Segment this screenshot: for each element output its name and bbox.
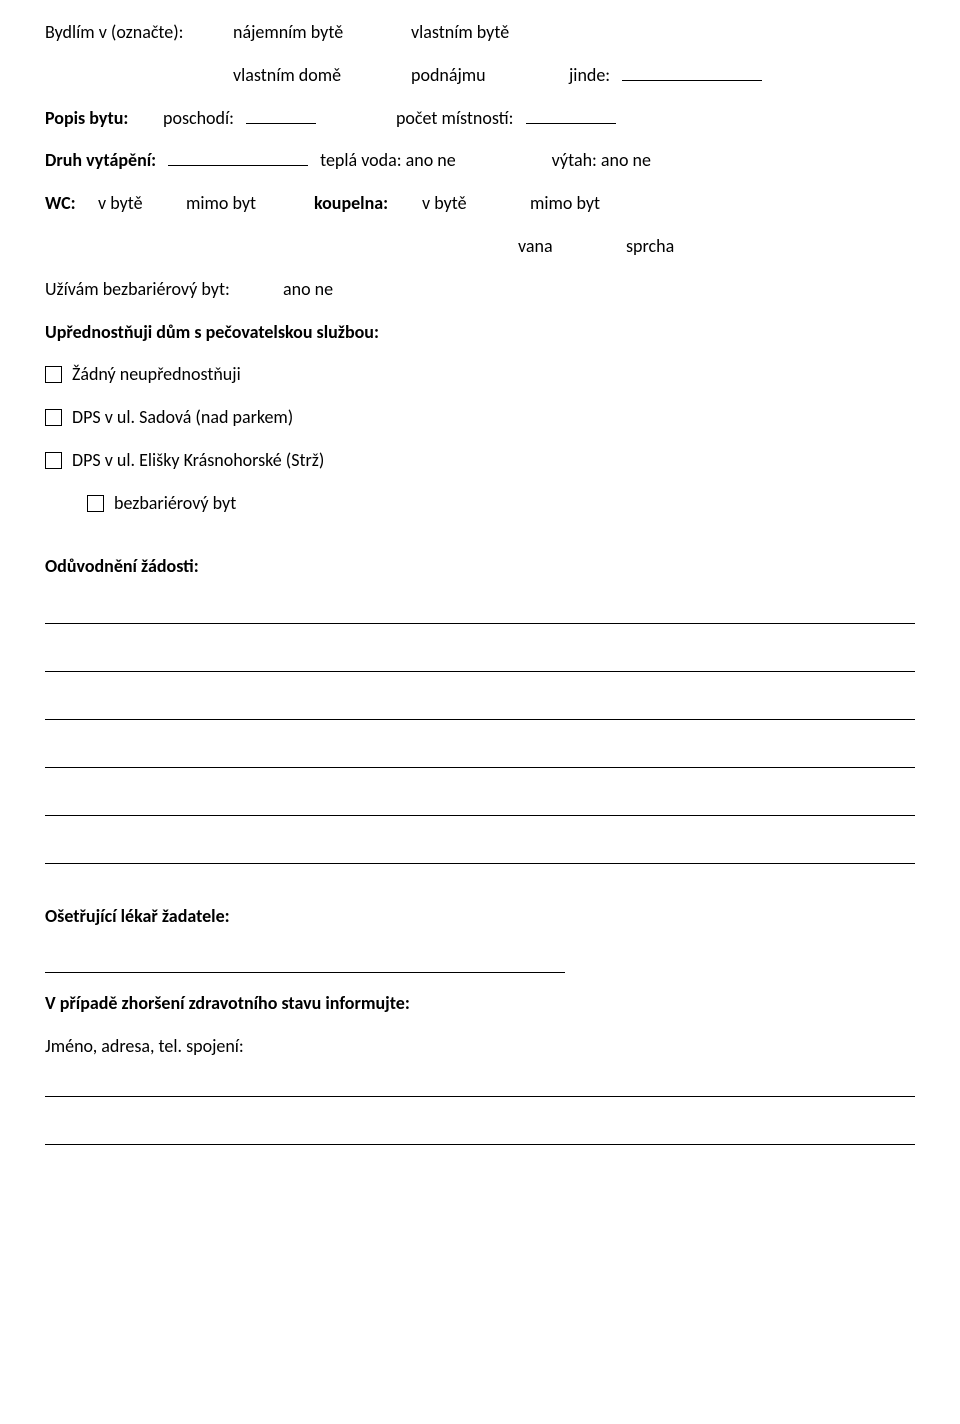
rooms-input[interactable] bbox=[526, 104, 616, 124]
bath-outside[interactable]: mimo byt bbox=[530, 189, 600, 218]
contact-line-1[interactable] bbox=[45, 1067, 915, 1097]
opt-own-house[interactable]: vlastním domě bbox=[233, 61, 403, 90]
justification-line-1[interactable] bbox=[45, 594, 915, 624]
justification-heading: Odůvodnění žádosti: bbox=[45, 552, 915, 581]
contact-line-2[interactable] bbox=[45, 1115, 915, 1145]
heating-input[interactable] bbox=[168, 147, 308, 167]
wc-bath-row: WC: v bytě mimo byt koupelna: v bytě mim… bbox=[45, 189, 915, 218]
pref-elisky-label: DPS v ul. Elišky Krásnohorské (Strž) bbox=[72, 446, 324, 475]
floor-input[interactable] bbox=[246, 104, 316, 124]
checkbox-sadova[interactable] bbox=[45, 409, 62, 426]
flat-description-row: Popis bytu: poschodí: počet místností: bbox=[45, 104, 915, 133]
floor-label: poschodí: bbox=[163, 104, 234, 133]
wc-in-flat[interactable]: v bytě bbox=[98, 189, 178, 218]
checkbox-none[interactable] bbox=[45, 366, 62, 383]
accessible-row: Užívám bezbariérový byt: ano ne bbox=[45, 275, 915, 304]
accessible-label: Užívám bezbariérový byt: bbox=[45, 275, 275, 304]
justification-label: Odůvodnění žádosti: bbox=[45, 552, 199, 581]
tub-opt[interactable]: vana bbox=[518, 232, 618, 261]
other-input[interactable] bbox=[622, 61, 762, 81]
pref-bezbar-row: bezbariérový byt bbox=[87, 489, 915, 518]
prefer-heading-text: Upřednostňuji dům s pečovatelskou službo… bbox=[45, 318, 379, 347]
housing-row-1: Bydlím v (označte): nájemním bytě vlastn… bbox=[45, 18, 915, 47]
opt-sublease[interactable]: podnájmu bbox=[411, 61, 561, 90]
doctor-label: Ošetřující lékař žadatele: bbox=[45, 902, 230, 931]
justification-line-6[interactable] bbox=[45, 834, 915, 864]
flat-desc-label: Popis bytu: bbox=[45, 104, 155, 133]
housing-label: Bydlím v (označte): bbox=[45, 18, 225, 47]
pref-sadova-label: DPS v ul. Sadová (nad parkem) bbox=[72, 403, 293, 432]
elevator-opts[interactable]: výtah: ano ne bbox=[552, 146, 651, 175]
wc-outside[interactable]: mimo byt bbox=[186, 189, 306, 218]
contact-label: Jméno, adresa, tel. spojení: bbox=[45, 1032, 244, 1061]
pref-elisky-row: DPS v ul. Elišky Krásnohorské (Strž) bbox=[45, 446, 915, 475]
wc-label: WC: bbox=[45, 189, 90, 218]
justification-line-3[interactable] bbox=[45, 690, 915, 720]
opt-rental[interactable]: nájemním bytě bbox=[233, 18, 403, 47]
pref-bezbar-label: bezbariérový byt bbox=[114, 489, 236, 518]
contact-heading: Jméno, adresa, tel. spojení: bbox=[45, 1032, 915, 1061]
opt-own-flat[interactable]: vlastním bytě bbox=[411, 18, 509, 47]
pref-sadova-row: DPS v ul. Sadová (nad parkem) bbox=[45, 403, 915, 432]
checkbox-elisky[interactable] bbox=[45, 452, 62, 469]
heating-row: Druh vytápění: teplá voda: ano ne výtah:… bbox=[45, 146, 915, 175]
housing-row-2: vlastním domě podnájmu jinde: bbox=[45, 61, 915, 90]
doctor-heading: Ošetřující lékař žadatele: bbox=[45, 902, 915, 931]
justification-line-4[interactable] bbox=[45, 738, 915, 768]
justification-line-5[interactable] bbox=[45, 786, 915, 816]
doctor-line[interactable] bbox=[45, 945, 565, 973]
justification-line-2[interactable] bbox=[45, 642, 915, 672]
prefer-heading: Upřednostňuji dům s pečovatelskou službo… bbox=[45, 318, 915, 347]
tub-shower-row: vana sprcha bbox=[45, 232, 915, 261]
rooms-label: počet místností: bbox=[396, 104, 514, 133]
opt-other-label: jinde: bbox=[569, 61, 610, 90]
heating-label: Druh vytápění: bbox=[45, 146, 156, 175]
inform-heading: V případě zhoršení zdravotního stavu inf… bbox=[45, 989, 915, 1018]
warmwater-opts[interactable]: teplá voda: ano ne bbox=[320, 146, 456, 175]
inform-label: V případě zhoršení zdravotního stavu inf… bbox=[45, 989, 410, 1018]
pref-none-row: Žádný neupřednostňuji bbox=[45, 360, 915, 389]
shower-opt[interactable]: sprcha bbox=[626, 232, 674, 261]
bath-in-flat[interactable]: v bytě bbox=[422, 189, 522, 218]
accessible-opts[interactable]: ano ne bbox=[283, 275, 333, 304]
pref-none-label: Žádný neupřednostňuji bbox=[72, 360, 241, 389]
bath-label: koupelna: bbox=[314, 189, 414, 218]
checkbox-bezbar[interactable] bbox=[87, 495, 104, 512]
